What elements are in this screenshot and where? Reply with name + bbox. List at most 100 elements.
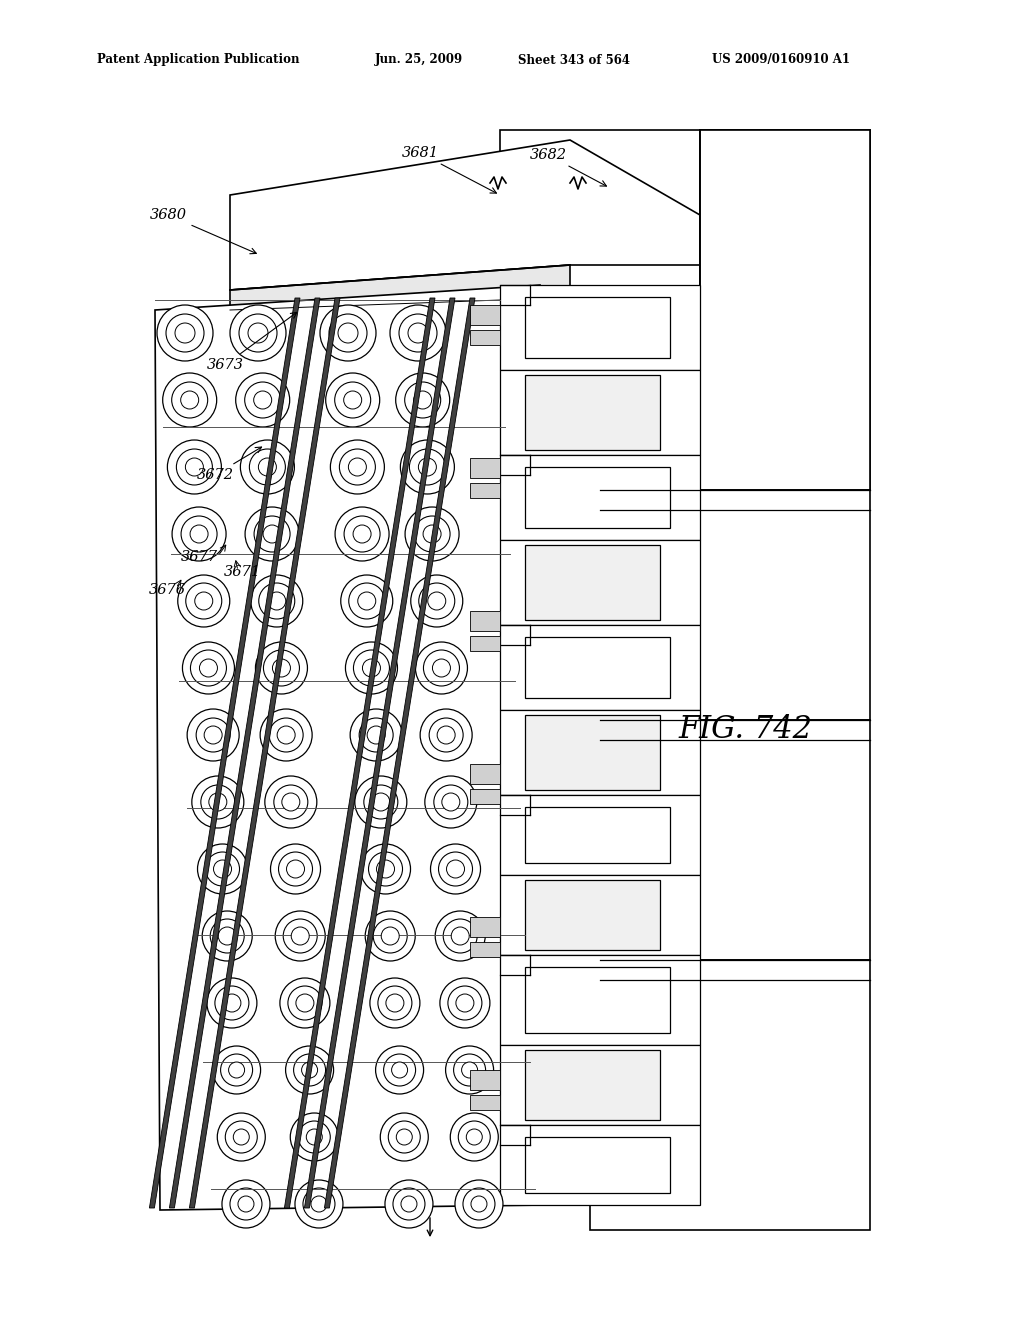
Circle shape	[213, 1045, 260, 1094]
Polygon shape	[525, 297, 670, 358]
Circle shape	[376, 1045, 424, 1094]
Circle shape	[279, 851, 312, 886]
Circle shape	[443, 919, 477, 953]
Circle shape	[344, 516, 380, 552]
Circle shape	[198, 843, 248, 894]
Circle shape	[263, 525, 281, 543]
Circle shape	[341, 576, 393, 627]
Circle shape	[391, 1063, 408, 1078]
Circle shape	[182, 642, 234, 694]
Circle shape	[378, 986, 412, 1020]
Circle shape	[303, 1188, 335, 1220]
Circle shape	[456, 994, 474, 1012]
Circle shape	[353, 649, 389, 686]
Circle shape	[380, 1113, 428, 1162]
Circle shape	[425, 776, 477, 828]
Circle shape	[176, 449, 212, 484]
Circle shape	[225, 1121, 257, 1152]
Circle shape	[331, 440, 384, 494]
Polygon shape	[470, 789, 500, 804]
Polygon shape	[590, 960, 870, 1230]
Polygon shape	[630, 490, 870, 719]
Polygon shape	[525, 880, 660, 950]
Polygon shape	[470, 942, 500, 957]
Text: 3673: 3673	[207, 313, 297, 372]
Circle shape	[294, 1053, 326, 1086]
Circle shape	[209, 793, 227, 810]
Circle shape	[201, 785, 234, 818]
Circle shape	[275, 911, 326, 961]
Circle shape	[359, 718, 393, 752]
Polygon shape	[600, 719, 870, 960]
Circle shape	[230, 305, 286, 360]
Polygon shape	[470, 764, 500, 784]
Circle shape	[180, 391, 199, 409]
Circle shape	[236, 374, 290, 426]
Circle shape	[222, 1180, 270, 1228]
Circle shape	[282, 793, 300, 810]
Circle shape	[459, 1121, 490, 1152]
Text: FIG. 742: FIG. 742	[678, 714, 812, 746]
Polygon shape	[470, 330, 500, 345]
Circle shape	[185, 583, 222, 619]
Circle shape	[228, 1063, 245, 1078]
Polygon shape	[230, 265, 570, 310]
Circle shape	[411, 576, 463, 627]
Text: Patent Application Publication: Patent Application Publication	[97, 54, 299, 66]
Text: 3680: 3680	[150, 209, 256, 253]
Polygon shape	[525, 545, 660, 620]
Polygon shape	[470, 458, 500, 478]
Circle shape	[295, 1180, 343, 1228]
Circle shape	[254, 516, 290, 552]
Circle shape	[202, 911, 252, 961]
Polygon shape	[525, 467, 670, 528]
Circle shape	[204, 726, 222, 744]
Circle shape	[430, 843, 480, 894]
Circle shape	[214, 861, 231, 878]
Polygon shape	[500, 795, 700, 875]
Circle shape	[157, 305, 213, 360]
Polygon shape	[500, 954, 700, 1045]
Circle shape	[218, 927, 237, 945]
Circle shape	[270, 843, 321, 894]
Polygon shape	[150, 298, 300, 1208]
Circle shape	[408, 323, 428, 343]
Polygon shape	[525, 968, 670, 1034]
Circle shape	[255, 642, 307, 694]
Circle shape	[329, 314, 367, 352]
Circle shape	[220, 1053, 253, 1086]
Circle shape	[414, 516, 451, 552]
Circle shape	[429, 718, 463, 752]
Circle shape	[357, 591, 376, 610]
Text: 3672: 3672	[197, 447, 261, 482]
Circle shape	[335, 381, 371, 418]
Circle shape	[291, 927, 309, 945]
Circle shape	[191, 776, 244, 828]
Circle shape	[423, 525, 441, 543]
Circle shape	[447, 986, 482, 1020]
Circle shape	[326, 374, 380, 426]
Polygon shape	[155, 285, 545, 1210]
Polygon shape	[169, 298, 319, 1208]
Circle shape	[384, 1053, 416, 1086]
Text: 3676: 3676	[148, 583, 185, 597]
Circle shape	[254, 391, 271, 409]
Circle shape	[195, 591, 213, 610]
Circle shape	[386, 994, 403, 1012]
Circle shape	[366, 911, 415, 961]
Circle shape	[368, 726, 385, 744]
Circle shape	[263, 649, 299, 686]
Circle shape	[251, 576, 303, 627]
Circle shape	[348, 458, 367, 477]
Circle shape	[302, 1063, 317, 1078]
Polygon shape	[500, 624, 700, 710]
Circle shape	[369, 851, 402, 886]
Circle shape	[445, 1045, 494, 1094]
Circle shape	[440, 978, 489, 1028]
Polygon shape	[325, 298, 475, 1208]
Circle shape	[288, 986, 322, 1020]
Circle shape	[463, 1188, 495, 1220]
Polygon shape	[525, 1049, 660, 1119]
Polygon shape	[285, 298, 435, 1208]
Polygon shape	[500, 710, 700, 795]
